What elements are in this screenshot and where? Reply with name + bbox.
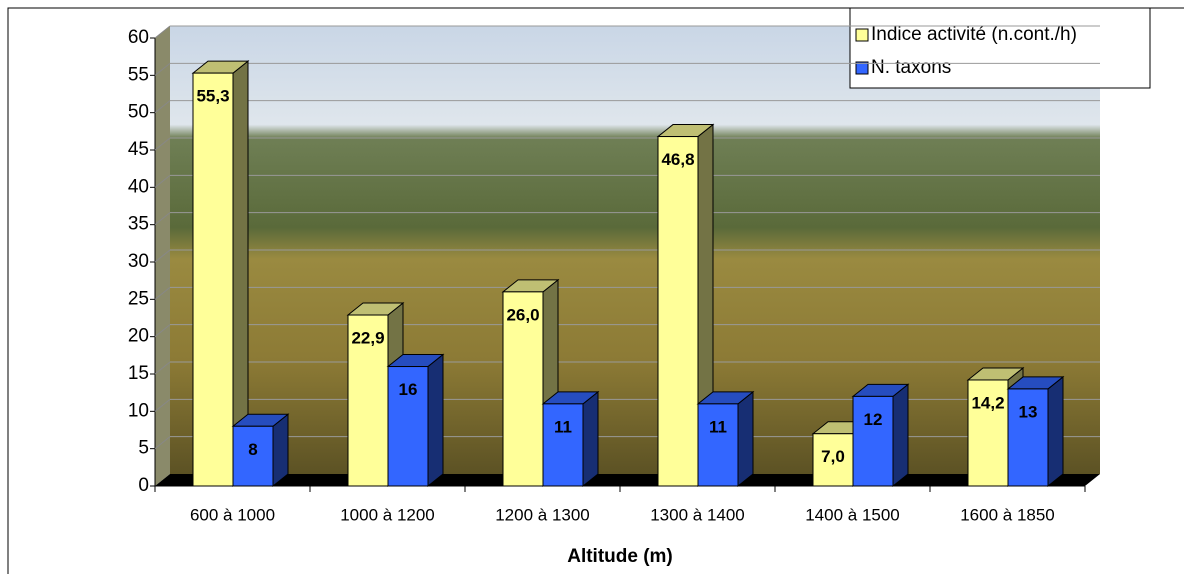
bar-front — [698, 404, 738, 486]
bar-side — [1048, 377, 1063, 486]
bar — [543, 392, 598, 486]
x-tick-label: 1600 à 1850 — [960, 505, 1055, 524]
bar-side — [428, 355, 443, 486]
bar — [698, 392, 753, 486]
bar-front — [193, 73, 233, 486]
y-tick-label: 20 — [128, 326, 149, 347]
bar-front — [658, 137, 698, 486]
bar-side — [738, 392, 753, 486]
x-tick-label: 1000 à 1200 — [340, 505, 435, 524]
value-label: 11 — [709, 417, 727, 436]
y-tick-label: 0 — [138, 475, 149, 496]
legend-swatch — [856, 29, 868, 41]
value-label: 14,2 — [971, 393, 1004, 412]
bar — [233, 414, 288, 486]
bar-front — [543, 404, 583, 486]
bar-side — [583, 392, 598, 486]
y-tick-label: 30 — [128, 251, 149, 272]
y-tick-label: 10 — [128, 400, 149, 421]
y-tick-label: 25 — [128, 288, 149, 309]
value-label: 46,8 — [661, 150, 694, 169]
value-label: 13 — [1019, 402, 1038, 421]
y-tick-label: 45 — [128, 139, 149, 160]
bar — [388, 355, 443, 486]
value-label: 26,0 — [506, 305, 539, 324]
y-tick-label: 60 — [128, 27, 149, 48]
legend-label: Indice activité (n.cont./h) — [871, 24, 1077, 45]
legend-label: N. taxons — [871, 57, 951, 78]
value-label: 12 — [864, 410, 883, 429]
legend: Indice activité (n.cont./h) N. taxons — [850, 8, 1150, 88]
bar — [853, 384, 908, 486]
bar — [1008, 377, 1063, 486]
value-label: 7,0 — [821, 447, 845, 466]
bar-side — [893, 384, 908, 486]
x-tick-label: 1400 à 1500 — [805, 505, 900, 524]
y-tick-label: 5 — [138, 438, 149, 459]
y-tick-label: 35 — [128, 214, 149, 235]
x-axis-title: Altitude (m) — [567, 546, 673, 567]
y-tick-label: 15 — [128, 363, 149, 384]
value-label: 55,3 — [196, 87, 229, 106]
value-label: 22,9 — [351, 328, 384, 347]
x-tick-label: 600 à 1000 — [190, 505, 275, 524]
value-label: 16 — [399, 380, 418, 399]
y-tick-label: 55 — [128, 64, 149, 85]
y-tick-label: 40 — [128, 176, 149, 197]
x-tick-label: 1200 à 1300 — [495, 505, 590, 524]
y-tick-label: 50 — [128, 102, 149, 123]
value-label: 11 — [554, 417, 572, 436]
x-tick-label: 1300 à 1400 — [650, 505, 745, 524]
chart: Altitude (m) Indice activité (n.cont./h)… — [0, 0, 1184, 574]
floor — [155, 474, 1100, 486]
value-label: 8 — [248, 440, 257, 459]
